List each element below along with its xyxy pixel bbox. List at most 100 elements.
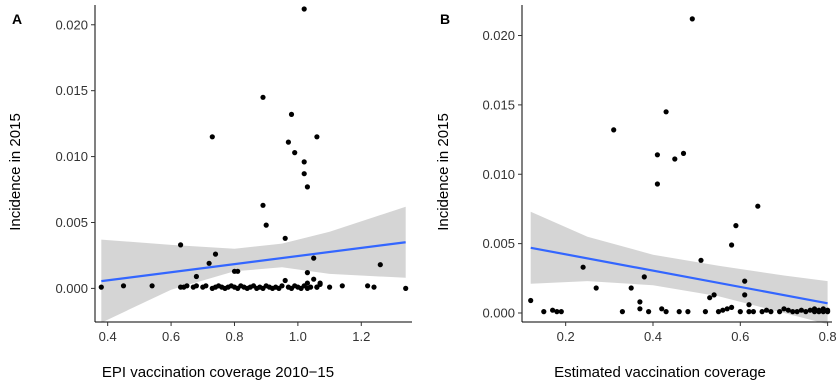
panel-b-data-point xyxy=(724,306,730,312)
panel-b-data-point xyxy=(785,307,791,313)
panel-a-data-point xyxy=(203,283,209,289)
panel-b-data-point xyxy=(528,297,534,304)
panel-a-data-point xyxy=(327,284,333,290)
panel-a-data-point xyxy=(311,255,317,261)
panel-a-y-tick-label: 0.005 xyxy=(55,215,88,230)
panel-b-data-point xyxy=(558,309,564,315)
panel-a-data-point xyxy=(212,251,219,257)
panel-a: A 0.4 0.6 0.8 1.0 1.2 0.000 0.005 0.010 0.015 0.0… xyxy=(7,5,412,381)
panel-b-y-tick-label: 0.015 xyxy=(482,97,515,112)
panel-b-data-point xyxy=(759,309,765,315)
panel-b-x-axis-title: Estimated vaccination coverage xyxy=(554,364,766,381)
panel-a-data-point xyxy=(279,283,285,289)
panel-a-data-point xyxy=(339,283,345,289)
panel-a-data-point xyxy=(282,277,288,284)
panel-a-label: A xyxy=(12,11,22,27)
panel-b-data-point xyxy=(803,309,809,315)
panel-b-data-point xyxy=(637,306,643,312)
panel-b-data-point xyxy=(811,306,818,312)
panel-b-data-point xyxy=(672,156,678,162)
panel-a-data-point xyxy=(308,284,314,290)
panel-b-data-point xyxy=(541,309,547,315)
panel-a-y-axis-title: Incidence in 2015 xyxy=(7,113,24,231)
panel-b-axes: 0.2 0.4 0.6 0.8 0.000 0.005 0.010 0.015 0.020 xyxy=(482,5,837,344)
panel-b-data-point xyxy=(794,309,800,315)
panel-a-data-point xyxy=(285,139,291,145)
panel-a-x-tick-label: 0.8 xyxy=(225,329,243,344)
panel-b-data-point xyxy=(663,309,669,315)
panel-a-data-point xyxy=(304,184,310,190)
panel-a-data-point xyxy=(288,111,295,117)
panel-a-data-point xyxy=(235,268,241,274)
panel-a-y-tick-label: 0.020 xyxy=(55,17,88,32)
panel-a-data-point xyxy=(301,171,307,177)
panel-b-x-tick-label: 0.2 xyxy=(557,329,575,344)
panel-b-data-point xyxy=(659,306,665,312)
panel-a-data-point xyxy=(282,235,288,241)
panel-b-data-point xyxy=(798,307,805,313)
panel-b-data-point xyxy=(820,306,826,312)
panel-b-data-point xyxy=(637,299,643,305)
panel-a-data-point xyxy=(301,159,307,165)
panel-b-data-point xyxy=(654,152,661,158)
panel-b-y-tick-label: 0.010 xyxy=(482,167,515,182)
panel-a-x-tick-label: 0.6 xyxy=(162,329,180,344)
panel-a-points xyxy=(98,6,409,291)
panel-b-data-point xyxy=(825,307,831,313)
panel-b: B 0.2 0.4 0.6 0.80.0000.0050.0100.0150.020 … xyxy=(435,5,837,381)
panel-b-data-point xyxy=(742,278,748,284)
panel-a-x-axis-title: EPI vaccination coverage 2010−15 xyxy=(102,364,334,381)
panel-b-data-point xyxy=(720,307,726,313)
panel-b-data-point xyxy=(733,223,739,229)
panel-a-data-point xyxy=(120,283,127,289)
panel-a-data-point xyxy=(311,276,317,282)
panel-b-data-point xyxy=(628,285,634,291)
panel-b-data-point xyxy=(777,309,783,315)
panel-b-data-point xyxy=(646,309,652,315)
panel-b-data-point xyxy=(685,309,691,315)
panel-a-y-tick-label: 0.010 xyxy=(55,149,88,164)
panel-b-data-point xyxy=(554,309,560,315)
panel-b-fit-line xyxy=(530,246,828,305)
panel-b-data-point xyxy=(781,306,787,312)
panel-b-data-point xyxy=(711,292,717,298)
panel-b-data-point xyxy=(755,203,761,209)
panel-a-data-point xyxy=(304,270,310,276)
panel-b-data-point xyxy=(763,307,770,313)
panel-b-x-tick-label: 0.4 xyxy=(644,329,662,344)
panel-a-y-tick-label: 0.000 xyxy=(55,281,88,296)
panel-b-data-point xyxy=(611,127,617,133)
panel-a-data-point xyxy=(317,281,323,287)
panel-b-y-tick-label: 0.000 xyxy=(482,305,515,320)
panel-b-data-point xyxy=(641,274,647,280)
panel-a-axes: 0.4 0.6 0.8 1.0 1.2 0.000 0.005 0.010 0.015 0.020 xyxy=(55,5,412,344)
panel-a-data-point xyxy=(314,134,320,140)
panel-a-data-point xyxy=(301,6,307,12)
panel-a-data-point xyxy=(209,134,215,140)
panel-b-data-point xyxy=(737,309,743,315)
panel-b-data-point xyxy=(746,302,752,308)
panel-a-data-point xyxy=(292,150,298,156)
panel-b-band-area xyxy=(530,211,828,325)
panel-b-y-axis-title: Incidence in 2015 xyxy=(435,113,452,231)
panel-b-data-point xyxy=(663,109,669,115)
panel-b-x-tick-label: 0.6 xyxy=(731,329,749,344)
panel-b-data-point xyxy=(807,307,813,313)
panel-a-band-area xyxy=(101,206,406,323)
panel-b-data-point xyxy=(790,309,796,315)
panel-b-data-point xyxy=(550,307,556,313)
panel-b-data-point xyxy=(702,309,709,315)
panel-a-confidence-band xyxy=(101,206,406,323)
panel-b-confidence-band xyxy=(530,211,828,325)
panel-b-data-point xyxy=(729,304,735,310)
panel-a-data-point xyxy=(193,283,199,289)
panel-b-regression-line xyxy=(530,246,828,305)
panel-b-data-point xyxy=(593,285,599,291)
panel-b-points xyxy=(528,16,831,315)
panel-a-data-point xyxy=(149,283,155,289)
panel-a-y-tick-label: 0.015 xyxy=(55,83,88,98)
panel-b-data-point xyxy=(619,309,626,315)
panel-b-data-point xyxy=(746,309,752,315)
panel-b-x-tick-label: 0.8 xyxy=(819,329,837,344)
